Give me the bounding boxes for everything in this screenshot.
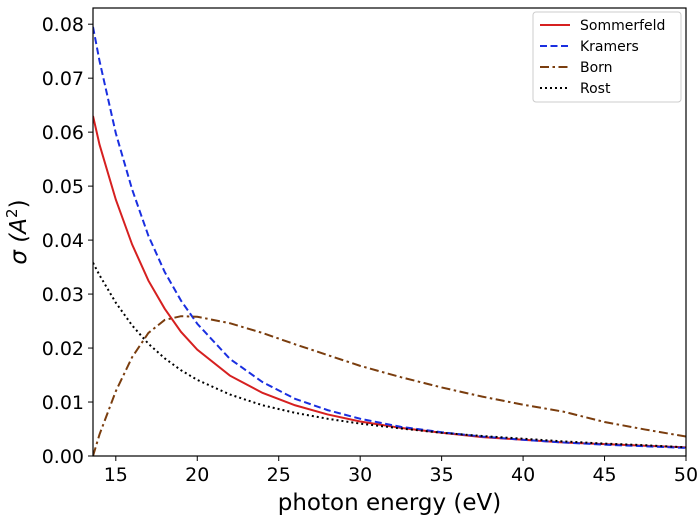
x-tick-label: 45 <box>592 464 616 486</box>
x-tick-label: 50 <box>674 464 698 486</box>
legend-label-rost: Rost <box>580 81 611 97</box>
legend-label-sommerfeld: Sommerfeld <box>580 18 665 34</box>
y-axis-label-sup: 2 <box>3 208 21 218</box>
plot-frame <box>92 7 687 457</box>
y-tick-label: 0.04 <box>42 230 84 252</box>
y-tick-label: 0.03 <box>42 284 84 306</box>
x-axis-label: photon energy (eV) <box>278 490 502 516</box>
x-tick-label: 40 <box>511 464 535 486</box>
x-tick-label: 30 <box>348 464 372 486</box>
y-tick-label: 0.06 <box>42 122 84 144</box>
y-tick-label: 0.00 <box>42 446 84 468</box>
series-line-sommerfeld <box>93 115 686 449</box>
y-axis-label: σ (A2) <box>3 199 32 264</box>
x-axis-ticks: 15 20 25 30 35 40 45 50 <box>104 456 698 486</box>
y-tick-label: 0.07 <box>42 68 84 90</box>
legend-label-kramers: Kramers <box>580 39 639 55</box>
x-tick-label: 20 <box>185 464 209 486</box>
series-line-rost <box>93 262 686 449</box>
y-tick-label: 0.01 <box>42 392 84 414</box>
y-axis-label-prefix: σ ( <box>6 233 32 265</box>
series-layer <box>93 26 686 456</box>
y-tick-label: 0.08 <box>42 14 84 36</box>
legend-label-born: Born <box>580 60 613 76</box>
y-tick-label: 0.02 <box>42 338 84 360</box>
series-line-kramers <box>93 26 686 449</box>
x-tick-label: 25 <box>267 464 291 486</box>
legend: Sommerfeld Kramers Born Rost <box>532 11 682 103</box>
series-line-born <box>93 315 686 456</box>
y-tick-label: 0.05 <box>42 176 84 198</box>
legend-box <box>532 11 682 103</box>
y-axis-label-var: A <box>6 218 32 236</box>
x-tick-label: 35 <box>430 464 454 486</box>
x-tick-label: 15 <box>104 464 128 486</box>
y-axis-ticks: 0.00 0.01 0.02 0.03 0.04 0.05 0.06 0.07 0.08 <box>42 14 93 468</box>
y-axis-label-suffix: ) <box>6 199 32 208</box>
